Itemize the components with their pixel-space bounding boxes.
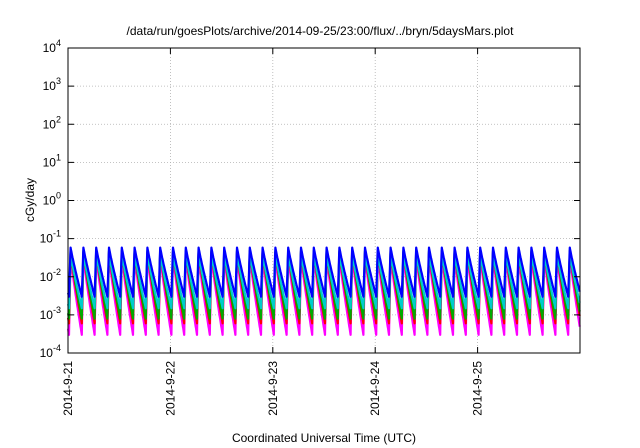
x-tick-label: 2014-9-22 <box>163 361 177 416</box>
y-tick-label: 104 <box>43 38 61 55</box>
series-line <box>67 253 581 310</box>
y-tick-label: 102 <box>43 114 61 131</box>
y-tick-label: 100 <box>43 191 61 208</box>
y-tick-label: 10-3 <box>40 305 61 322</box>
y-axis-ticks: 10-4 10-3 10-2 10-1 100 101 102 103 104 <box>40 38 580 360</box>
x-axis-label: Coordinated Universal Time (UTC) <box>232 431 416 445</box>
y-tick-label: 103 <box>43 76 61 93</box>
chart-title: /data/run/goesPlots/archive/2014-09-25/2… <box>127 24 515 38</box>
x-tick-label: 2014-9-21 <box>61 361 75 416</box>
x-tick-label: 2014-9-23 <box>266 361 280 416</box>
y-tick-label: 10-2 <box>40 267 61 284</box>
y-tick-label: 101 <box>43 152 61 169</box>
y-axis-label: cGy/day <box>23 178 37 222</box>
x-axis-ticks: 2014-9-21 2014-9-22 2014-9-23 2014-9-24 2014… <box>61 48 485 416</box>
y-tick-label: 10-1 <box>40 229 61 246</box>
series-line <box>67 246 581 298</box>
x-tick-label: 2014-9-24 <box>368 361 382 416</box>
x-tick-label: 2014-9-25 <box>471 361 485 416</box>
series-group <box>67 246 581 336</box>
y-tick-label: 10-4 <box>40 343 61 360</box>
